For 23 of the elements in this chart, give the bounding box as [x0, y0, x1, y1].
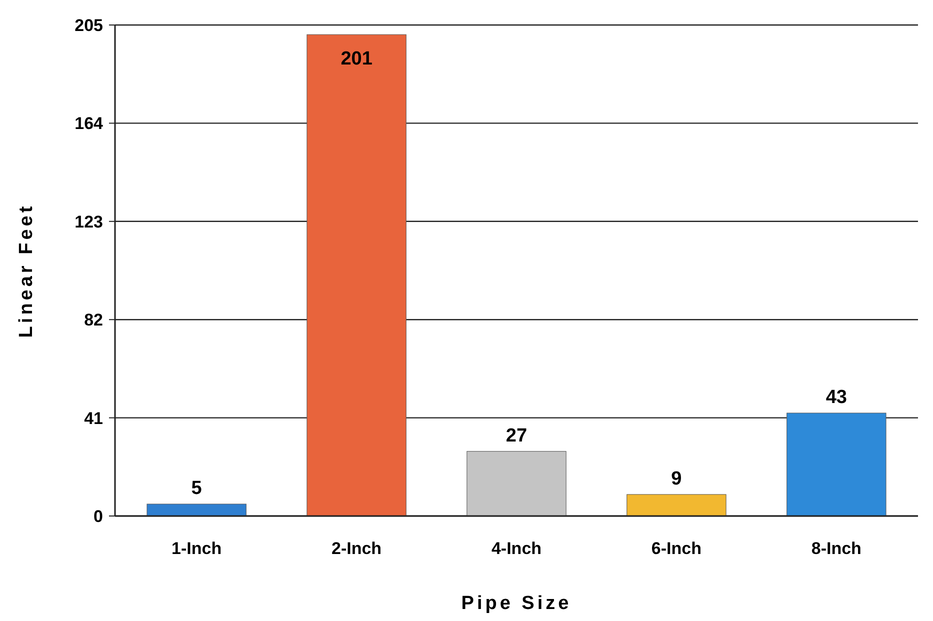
data-label: 5	[191, 478, 202, 500]
y-tick-label: 164	[74, 114, 104, 134]
y-tick-label: 0	[94, 506, 103, 526]
y-tick-label: 82	[84, 310, 103, 330]
bar	[466, 451, 566, 516]
y-tick-label: 205	[74, 16, 103, 35]
data-label: 27	[506, 425, 528, 446]
y-axis-title: Linear Feet	[16, 203, 37, 338]
bar	[146, 504, 246, 516]
bar	[306, 34, 406, 516]
x-tick-label: 8-Inch	[811, 539, 862, 558]
bar	[786, 412, 886, 516]
y-tick-label: 41	[84, 408, 103, 428]
x-axis-title: Pipe Size	[461, 593, 572, 614]
x-tick-label: 6-Inch	[651, 539, 702, 558]
y-tick-label: 123	[74, 212, 103, 232]
bar	[626, 494, 726, 516]
data-label: 201	[340, 48, 373, 70]
x-tick-label: 4-Inch	[491, 539, 542, 558]
data-label: 9	[671, 468, 682, 490]
data-label: 43	[826, 387, 847, 408]
x-tick-label: 2-Inch	[332, 539, 382, 558]
x-tick-label: 1-Inch	[172, 539, 222, 558]
